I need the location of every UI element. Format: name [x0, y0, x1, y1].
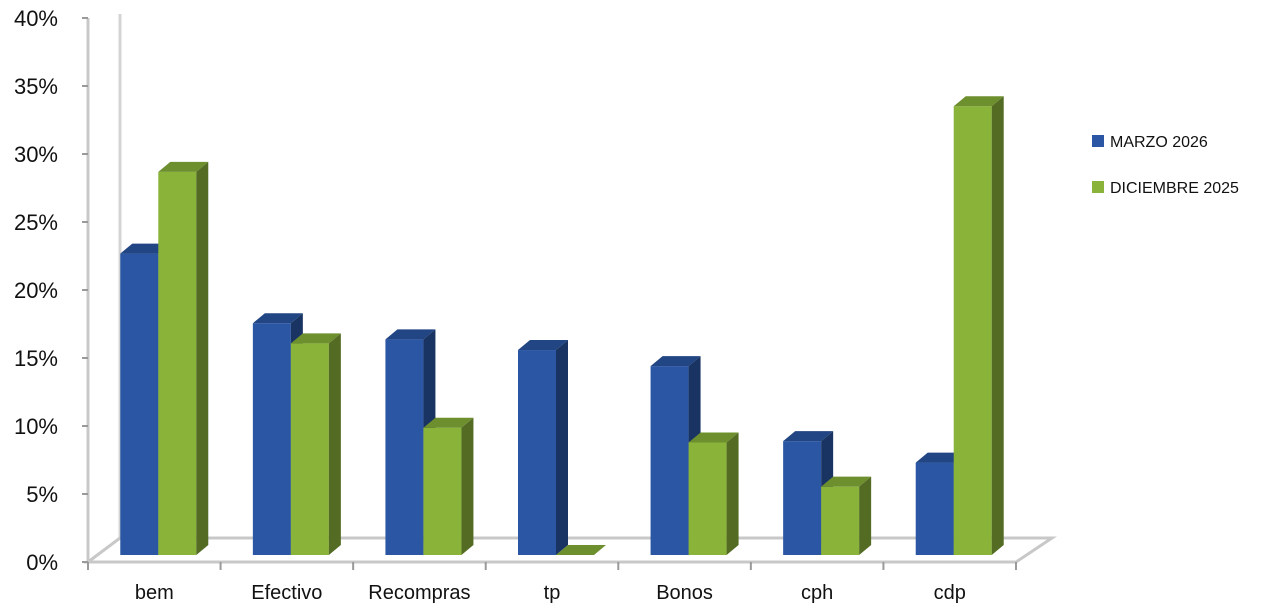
bar-cph-series-2	[821, 476, 872, 555]
x-category-label: Recompras	[368, 582, 470, 604]
legend-swatch	[1092, 181, 1104, 193]
legend-swatch	[1092, 135, 1104, 147]
bar-top	[158, 161, 209, 172]
bar-front	[158, 171, 197, 556]
legend-label: MARZO 2026	[1110, 134, 1208, 151]
bar-bem-series-2	[158, 161, 209, 556]
x-category-label: cdp	[934, 582, 966, 604]
bar-front	[783, 441, 822, 555]
x-category-label: Efectivo	[251, 582, 322, 604]
bar-Recompras-series-1	[385, 329, 436, 555]
bar-top	[556, 545, 606, 555]
x-category-label: bem	[135, 582, 174, 604]
y-tick-label: 0%	[26, 550, 58, 575]
bar-Recompras-series-2	[423, 417, 474, 555]
y-axis-ticks: 0% 5% 10% 15% 20% 25% 30% 35% 40%	[14, 6, 88, 575]
legend-label: DICIEMBRE 2025	[1110, 180, 1239, 197]
bar-front	[915, 462, 954, 555]
chart-legend: MARZO 2026 DICIEMBRE 2025	[1092, 134, 1239, 197]
y-tick-label: 25%	[14, 210, 58, 235]
bar-top	[385, 329, 436, 340]
bar-Bonos-series-2	[688, 432, 739, 555]
bar-front	[423, 427, 462, 555]
bar-side	[196, 161, 209, 556]
bar-top	[120, 243, 171, 254]
chart-bars	[120, 96, 1004, 556]
bar-side	[726, 432, 739, 555]
x-category-label: Bonos	[656, 582, 713, 604]
bar-top	[688, 432, 739, 443]
bar-side	[461, 417, 474, 555]
x-category-label: tp	[544, 582, 561, 604]
bar-front	[518, 350, 556, 555]
y-tick-label: 5%	[26, 482, 58, 507]
chart-axes	[83, 14, 1057, 570]
bar-tp-series-1	[518, 340, 568, 555]
y-tick-label: 20%	[14, 278, 58, 303]
bar-front	[953, 106, 992, 555]
bar-top	[821, 476, 872, 487]
y-tick-label: 10%	[14, 414, 58, 439]
x-category-label: cph	[801, 582, 833, 604]
bar-front	[385, 339, 424, 555]
bar-top	[953, 96, 1004, 107]
bar-top	[290, 333, 341, 344]
bar-side	[556, 340, 568, 555]
bar-front	[290, 343, 329, 555]
bar-top	[518, 340, 568, 351]
bar-top	[423, 417, 474, 428]
bar-cdp-series-2	[953, 96, 1004, 555]
bar-top	[783, 431, 834, 442]
bar-Efectivo-series-2	[290, 333, 341, 555]
x-axis-labels: bem Efectivo Recompras tp Bonos cph cdp	[135, 582, 966, 604]
bar-top	[915, 452, 966, 463]
bar-side	[991, 96, 1004, 555]
bar-side	[859, 476, 872, 555]
bar-front	[650, 366, 689, 555]
bar-top	[650, 356, 701, 367]
bar-front	[252, 323, 291, 555]
bar-tp-series-2	[556, 545, 606, 555]
bar-front	[120, 253, 159, 555]
bar-front	[821, 486, 860, 555]
bar-front	[688, 442, 727, 555]
y-tick-label: 35%	[14, 74, 58, 99]
y-tick-label: 15%	[14, 346, 58, 371]
bar-top	[252, 313, 303, 324]
y-tick-label: 40%	[14, 6, 58, 31]
bar-side	[328, 333, 341, 555]
y-tick-label: 30%	[14, 142, 58, 167]
